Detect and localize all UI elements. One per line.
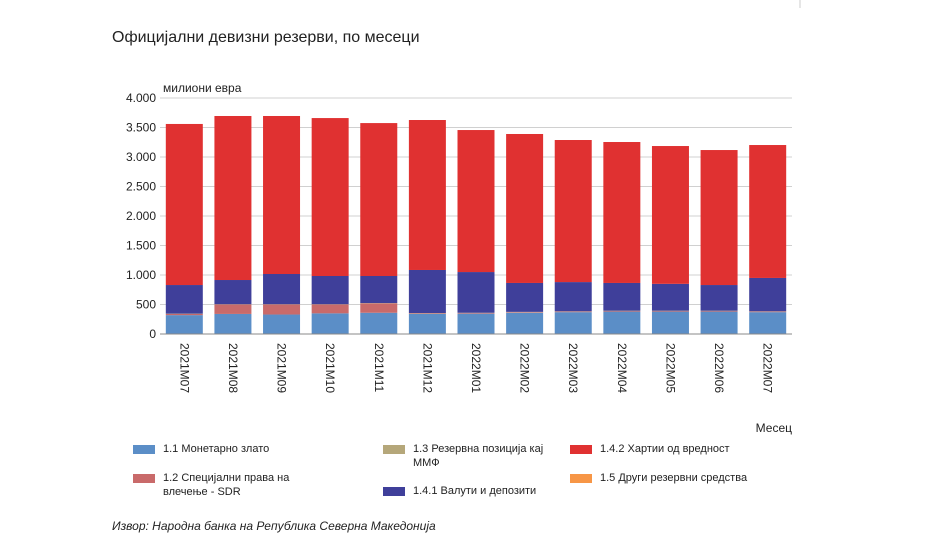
bar-segment bbox=[457, 272, 495, 313]
x-tick-label: 2022M03 bbox=[566, 343, 580, 393]
legend-label: 1.3 Резервна позиција кај ММФ bbox=[413, 443, 544, 469]
bar-segment bbox=[165, 315, 203, 334]
bar-segment bbox=[360, 312, 398, 334]
legend-item: 1.3 Резервна позиција кај ММФ bbox=[383, 442, 563, 470]
bar-segment bbox=[165, 123, 203, 286]
legend-swatch bbox=[570, 474, 592, 483]
legend-swatch bbox=[133, 474, 155, 483]
bar-segment bbox=[214, 304, 252, 314]
y-tick-label: 1.500 bbox=[126, 239, 156, 253]
y-tick-label: 3.500 bbox=[126, 121, 156, 135]
legend-swatch bbox=[570, 445, 592, 454]
x-tick-label: 2021M11 bbox=[372, 343, 386, 392]
bar-segment bbox=[700, 285, 738, 311]
bar-segment bbox=[554, 140, 592, 283]
legend-item: 1.4.2 Хартии од вредност bbox=[570, 442, 780, 456]
bar-segment bbox=[651, 310, 689, 312]
bar-segment bbox=[311, 313, 349, 334]
bar-segment bbox=[603, 142, 641, 283]
bar-segment bbox=[749, 145, 787, 278]
bar-segment bbox=[165, 313, 203, 316]
bar-segment bbox=[263, 314, 301, 334]
bar-segment bbox=[263, 115, 301, 274]
bar-segment bbox=[554, 282, 592, 312]
x-tick-label: 2021M08 bbox=[226, 343, 240, 393]
bar-segment bbox=[311, 276, 349, 305]
x-tick-label: 2022M06 bbox=[712, 343, 726, 393]
legend-swatch bbox=[383, 487, 405, 496]
legend-swatch bbox=[383, 445, 405, 454]
bar-segment bbox=[700, 150, 738, 286]
bar-segment bbox=[311, 304, 349, 314]
bar-segment bbox=[457, 313, 495, 314]
y-tick-label: 2.500 bbox=[126, 180, 156, 194]
x-tick-label: 2022M02 bbox=[518, 343, 532, 393]
bar-segment bbox=[603, 311, 641, 334]
x-tick-label: 2021M10 bbox=[323, 343, 337, 393]
x-tick-label: 2022M07 bbox=[761, 343, 775, 393]
x-tick-label: 2021M12 bbox=[420, 343, 434, 393]
y-axis-label: милиони евра bbox=[163, 81, 242, 95]
bar-segment bbox=[408, 313, 446, 314]
bar-segment bbox=[749, 311, 787, 313]
legend-label: 1.2 Специјални права на влечење - SDR bbox=[163, 472, 290, 498]
legend-label: 1.1 Монетарно злато bbox=[163, 443, 270, 455]
x-tick-label: 2022M04 bbox=[615, 343, 629, 393]
source: Извор: Народна банка на Република Северн… bbox=[112, 519, 436, 533]
legend-item: 1.1 Монетарно злато bbox=[133, 442, 313, 456]
bar-segment bbox=[506, 282, 544, 312]
bar-segment bbox=[408, 120, 446, 270]
x-tick-label: 2022M05 bbox=[663, 343, 677, 393]
legend-label: 1.5 Други резервни средства bbox=[600, 472, 748, 484]
bar-segment bbox=[506, 312, 544, 313]
legend-label: 1.4.1 Валути и депозити bbox=[413, 485, 537, 497]
bar-segment bbox=[506, 133, 544, 283]
x-tick-label: 2022M01 bbox=[469, 343, 483, 393]
chart-title: Официјални девизни резерви, по месеци bbox=[112, 29, 420, 46]
legend-item: 1.2 Специјални права на влечење - SDR bbox=[133, 471, 313, 499]
bar-segment bbox=[360, 276, 398, 304]
bar-segment bbox=[554, 311, 592, 313]
y-tick-label: 3.000 bbox=[126, 150, 156, 164]
bar-segment bbox=[651, 146, 689, 284]
bar-segment bbox=[651, 283, 689, 311]
bar-segment bbox=[457, 130, 495, 273]
bar-segment bbox=[749, 312, 787, 334]
legend-swatch bbox=[133, 445, 155, 454]
bar-segment bbox=[214, 313, 252, 334]
bar-segment bbox=[360, 123, 398, 277]
x-axis-label: Месец bbox=[756, 421, 792, 435]
y-tick-label: 0 bbox=[149, 327, 156, 341]
bar-segment bbox=[603, 282, 641, 311]
bar-segment bbox=[165, 285, 203, 314]
bar-segment bbox=[408, 313, 446, 334]
bar-segment bbox=[651, 311, 689, 334]
bar-segment bbox=[700, 310, 738, 312]
x-tick-label: 2021M07 bbox=[177, 343, 191, 393]
legend-item: 1.5 Други резервни средства bbox=[570, 471, 780, 485]
y-tick-label: 500 bbox=[136, 298, 156, 312]
bar-segment bbox=[603, 310, 641, 312]
bar-segment bbox=[457, 313, 495, 334]
bar-segment bbox=[214, 280, 252, 305]
x-tick-label: 2021M09 bbox=[275, 343, 289, 393]
bar-segment bbox=[263, 273, 301, 305]
y-tick-label: 1.000 bbox=[126, 268, 156, 282]
y-tick-label: 2.000 bbox=[126, 209, 156, 223]
bar-segment bbox=[749, 277, 787, 312]
bar-segment bbox=[360, 303, 398, 313]
legend-item: 1.4.1 Валути и депозити bbox=[383, 484, 563, 498]
y-tick-label: 4.000 bbox=[126, 91, 156, 105]
bar-segment bbox=[506, 312, 544, 334]
legend-label: 1.4.2 Хартии од вредност bbox=[600, 443, 730, 455]
bar-segment bbox=[263, 304, 301, 315]
bar-segment bbox=[700, 311, 738, 334]
bar-segment bbox=[554, 312, 592, 334]
bar-segment bbox=[408, 269, 446, 314]
bar-segment bbox=[214, 115, 252, 281]
bar-segment bbox=[311, 118, 349, 277]
